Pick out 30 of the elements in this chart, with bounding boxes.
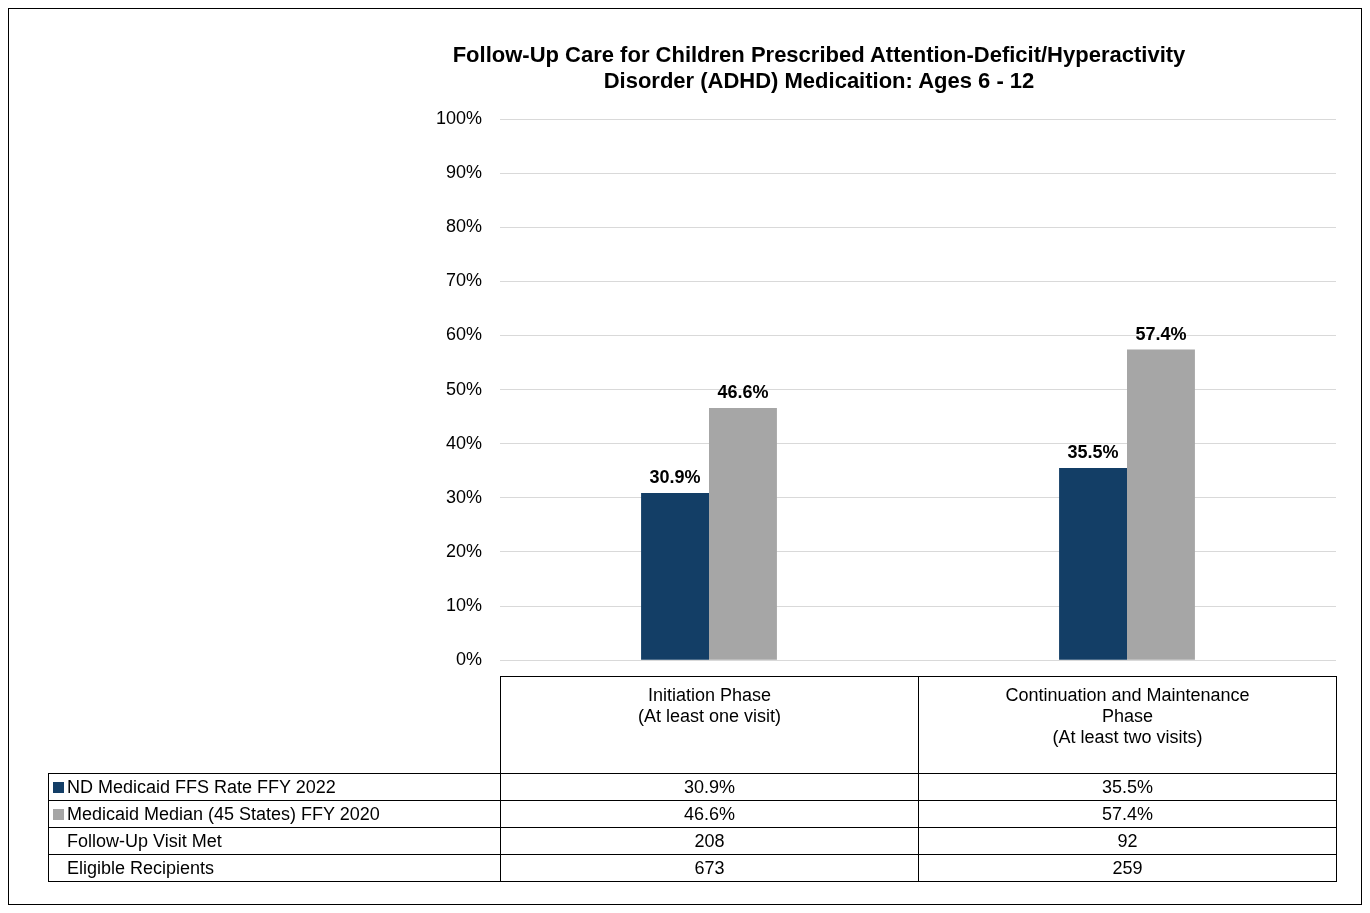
data-label: 57.4%	[918, 800, 1337, 828]
y-tick-label: 20%	[445, 540, 482, 561]
chart-title: Follow-Up Care for Children Prescribed Attention-Deficit/Hyperactivity Disorder (ADHD) Medicaition: Ages 6 - 12	[451, 42, 1187, 94]
text: 673	[500, 854, 919, 882]
y-tick-label: 10%	[445, 595, 482, 616]
text: 35.5%	[1067, 442, 1119, 463]
data-label: 35.5%	[918, 773, 1337, 801]
legend-label: ND Medicaid FFS Rate FFY 2022	[48, 773, 501, 801]
x-tick-label: Initiation Phase (At least one visit)	[500, 676, 919, 774]
y-tick-label: 0%	[455, 649, 482, 670]
text: 92	[918, 827, 1337, 855]
text: 208	[500, 827, 919, 855]
x-tick-label: Continuation and Maintenance Phase (At least two visits)	[918, 676, 1337, 774]
y-tick-label: 100%	[435, 107, 482, 128]
text: Follow-Up Visit Met	[48, 827, 501, 855]
text: Eligible Recipients	[48, 854, 501, 882]
y-tick-label: 50%	[445, 378, 482, 399]
data-label: 30.9%	[500, 773, 919, 801]
y-tick-label: 70%	[445, 270, 482, 291]
y-tick-label: 80%	[445, 216, 482, 237]
y-tick-label: 60%	[445, 324, 482, 345]
y-tick-label: 90%	[445, 162, 482, 183]
text: 46.6%	[717, 381, 769, 402]
text: 30.9%	[649, 466, 701, 487]
legend-label: Medicaid Median (45 States) FFY 2020	[48, 800, 501, 828]
text: 259	[918, 854, 1337, 882]
data-label: 46.6%	[500, 800, 919, 828]
text: 57.4%	[1135, 323, 1187, 344]
y-tick-label: 30%	[445, 486, 482, 507]
y-tick-label: 40%	[445, 432, 482, 453]
